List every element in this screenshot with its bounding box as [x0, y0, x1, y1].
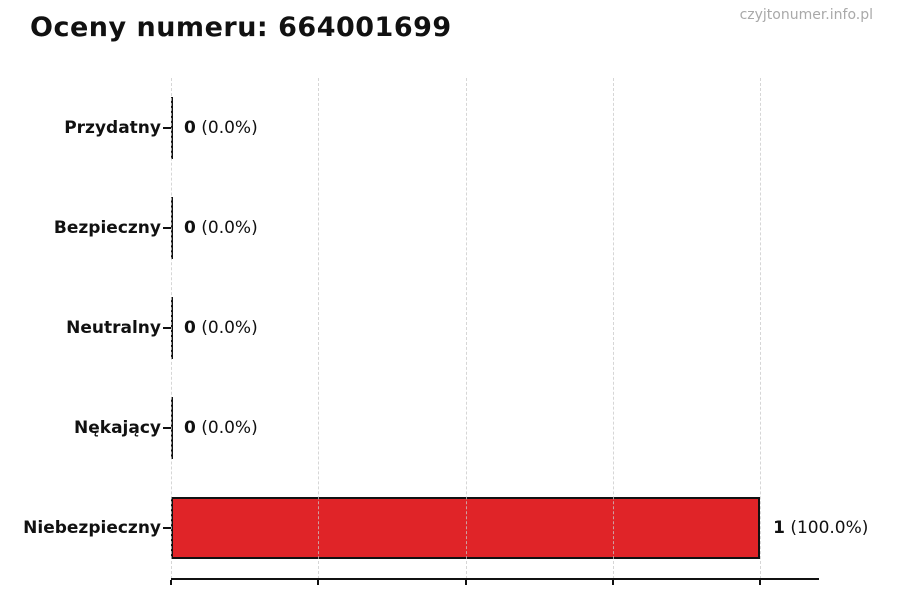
count-label: 1	[773, 518, 785, 538]
gridline	[760, 78, 762, 579]
x-axis	[171, 578, 819, 580]
chart-title: Oceny numeru: 664001699	[30, 12, 452, 43]
gridline	[612, 78, 614, 579]
percent-label: (0.0%)	[201, 118, 258, 138]
chart-row: Niebezpieczny 1 (100.0%)	[0, 478, 900, 578]
x-tick	[170, 580, 172, 585]
y-tick	[163, 227, 171, 229]
bar-rows: Przydatny 0 (0.0%) Bezpieczny 0 (0.0%) N…	[0, 78, 900, 578]
plot-area: Przydatny 0 (0.0%) Bezpieczny 0 (0.0%) N…	[0, 78, 900, 600]
bar	[171, 97, 173, 159]
gridline	[318, 78, 320, 579]
x-tick	[759, 580, 762, 585]
category-label: Nękający	[74, 418, 161, 438]
category-label: Neutralny	[66, 318, 161, 338]
chart-row: Nękający 0 (0.0%)	[0, 378, 900, 478]
gridline	[171, 78, 172, 579]
x-tick	[464, 580, 467, 585]
chart-row: Neutralny 0 (0.0%)	[0, 278, 900, 378]
percent-label: (0.0%)	[201, 218, 258, 238]
bar	[171, 397, 173, 459]
bar	[171, 197, 173, 259]
x-tick	[317, 580, 320, 585]
category-label: Niebezpieczny	[23, 518, 161, 538]
count-label: 0	[184, 418, 196, 438]
y-tick	[163, 327, 171, 329]
x-tick	[611, 580, 614, 585]
bar	[171, 297, 173, 359]
gridline	[465, 78, 467, 579]
count-label: 0	[184, 218, 196, 238]
percent-label: (100.0%)	[790, 518, 869, 538]
chart-row: Przydatny 0 (0.0%)	[0, 78, 900, 178]
value-label: 0 (0.0%)	[184, 318, 258, 338]
value-label: 0 (0.0%)	[184, 118, 258, 138]
count-label: 0	[184, 118, 196, 138]
site-watermark: czyjtonumer.info.pl	[739, 7, 873, 23]
value-label: 0 (0.0%)	[184, 218, 258, 238]
y-tick	[163, 427, 171, 429]
count-label: 0	[184, 318, 196, 338]
value-label: 0 (0.0%)	[184, 418, 258, 438]
y-tick	[163, 527, 171, 529]
percent-label: (0.0%)	[201, 318, 258, 338]
y-tick	[163, 127, 171, 129]
category-label: Przydatny	[64, 118, 161, 138]
value-label: 1 (100.0%)	[773, 518, 868, 538]
category-label: Bezpieczny	[53, 218, 161, 238]
percent-label: (0.0%)	[201, 418, 258, 438]
chart-row: Bezpieczny 0 (0.0%)	[0, 178, 900, 278]
